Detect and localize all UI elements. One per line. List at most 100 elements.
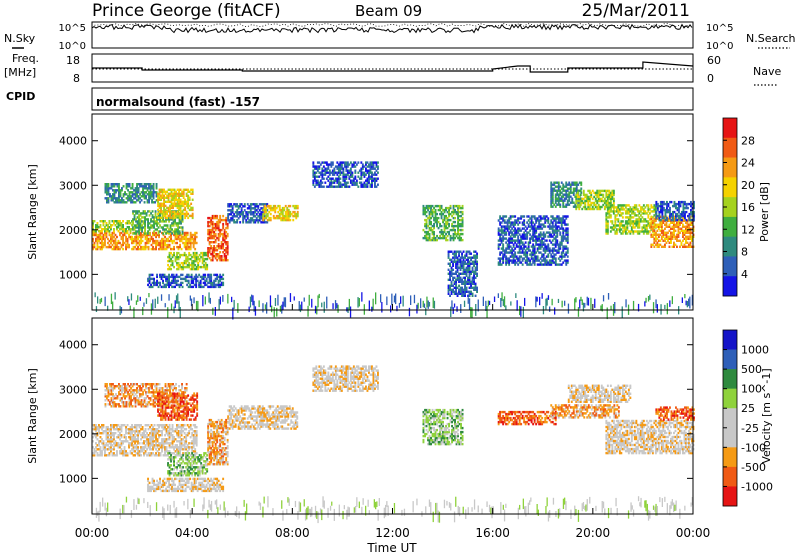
power-cell (165, 243, 168, 247)
power-cell (365, 163, 367, 166)
power-cell (642, 232, 645, 235)
power-cell (596, 205, 599, 209)
power-cell (532, 261, 535, 264)
power-cell (517, 223, 520, 226)
power-cell (139, 224, 142, 227)
power-cell (374, 161, 376, 164)
power-cell (122, 199, 125, 202)
power-cell (606, 208, 609, 211)
power-cell (192, 267, 195, 271)
power-cell (223, 236, 226, 240)
power-cell (508, 239, 511, 242)
power-cell (99, 247, 102, 251)
power-cell (508, 257, 511, 260)
power-cell (590, 207, 593, 211)
power-cell (191, 208, 194, 212)
power-cell (178, 190, 180, 193)
power-cell (192, 239, 195, 243)
power-cell (157, 232, 160, 235)
freq-tick-top: 18 (66, 54, 80, 67)
power-cell (183, 259, 186, 263)
power-cell (581, 197, 584, 201)
power-cell (424, 236, 426, 240)
power-cell (686, 237, 689, 240)
power-cell (369, 183, 372, 186)
power-cell (227, 293, 229, 304)
power-cell (181, 218, 184, 221)
power-cell (428, 228, 431, 232)
power-cell (500, 217, 503, 220)
power-cell (186, 273, 189, 277)
power-cell (134, 235, 136, 239)
power-cell (161, 196, 164, 199)
power-cell (621, 208, 624, 211)
power-cell (532, 249, 535, 252)
power-cell (177, 237, 180, 241)
power-cell (452, 268, 454, 271)
power-cell (653, 204, 656, 207)
power-cell (277, 214, 280, 218)
power-cell (436, 220, 438, 224)
power-cell (336, 165, 339, 168)
power-cell (474, 294, 477, 297)
power-cell (162, 241, 165, 245)
power-cell (453, 276, 456, 279)
power-cell (554, 217, 557, 220)
power-cell (617, 224, 620, 227)
power-cell (115, 189, 117, 192)
power-cell (155, 187, 158, 190)
power-cell (473, 272, 475, 275)
power-cell (539, 219, 542, 222)
power-cell (261, 203, 264, 206)
power-cell (254, 215, 257, 218)
power-cell (577, 183, 580, 186)
power-cell (218, 299, 220, 311)
power-cell (104, 228, 106, 231)
power-cell (331, 181, 334, 184)
power-cell (175, 228, 178, 231)
power-cell (443, 234, 446, 238)
power-cell (207, 255, 210, 258)
power-cell (565, 197, 568, 200)
power-cell (169, 200, 171, 203)
power-cell (189, 241, 192, 245)
power-cell (179, 194, 182, 197)
power-cell (606, 222, 609, 225)
power-cell (500, 229, 503, 232)
power-cell (137, 197, 140, 200)
power-cell (139, 218, 142, 221)
power-cell (566, 233, 569, 236)
power-cell (669, 210, 671, 214)
power-cell (258, 213, 261, 216)
power-cell (281, 304, 283, 314)
power-cell (605, 205, 608, 209)
power-cell (681, 218, 683, 222)
power-cell (554, 199, 557, 202)
power-cell (425, 210, 428, 214)
power-cell (133, 214, 136, 217)
power-cell (154, 298, 156, 309)
power-cell (677, 233, 680, 236)
power-cell (468, 268, 471, 271)
cpid-panel-frame (91, 87, 694, 111)
power-cell (627, 204, 630, 207)
power-cell (243, 205, 246, 208)
power-cell (679, 204, 682, 208)
power-cell (520, 237, 523, 240)
power-cell (136, 185, 138, 188)
power-cell (664, 227, 666, 230)
power-cell (107, 193, 110, 196)
power-cell (671, 231, 674, 234)
power-cell (284, 212, 287, 216)
power-cell (165, 224, 167, 227)
power-cell (551, 187, 554, 190)
power-cell (659, 225, 662, 228)
power-cell (545, 239, 548, 242)
power-cell (536, 255, 539, 258)
power-cell (185, 257, 188, 261)
power-cell (179, 212, 182, 216)
power-cell (535, 235, 538, 238)
power-cell (464, 262, 466, 265)
power-cell (154, 228, 157, 231)
power-cell (189, 233, 192, 237)
